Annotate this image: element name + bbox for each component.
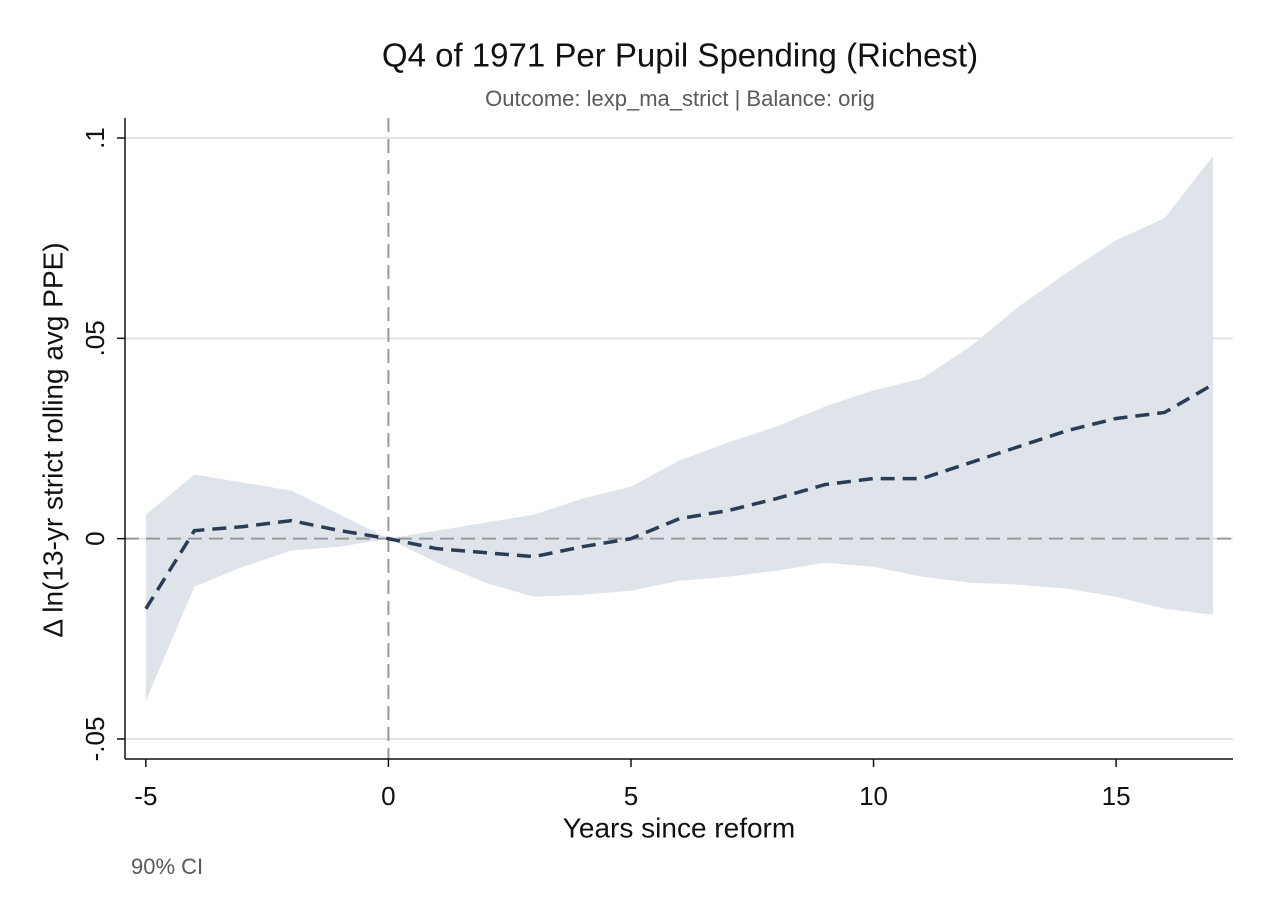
y-tick-label: -.05 <box>80 717 110 762</box>
x-tick-label: -5 <box>134 781 157 811</box>
y-axis-label: Δ ln(13-yr strict rolling avg PPE) <box>37 242 68 637</box>
x-tick-label: 0 <box>381 781 395 811</box>
chart-title: Q4 of 1971 Per Pupil Spending (Richest) <box>382 37 978 74</box>
y-tick-label: 0 <box>80 531 110 545</box>
estimate-line <box>144 382 1214 610</box>
note: 90% CI <box>131 854 203 879</box>
y-tick-label: .1 <box>80 127 110 149</box>
x-tick-label: 5 <box>624 781 638 811</box>
chart-subtitle: Outcome: lexp_ma_strict | Balance: orig <box>485 86 875 111</box>
x-tick-label: 10 <box>859 781 888 811</box>
y-tick-label: .05 <box>80 320 110 356</box>
confidence-band <box>145 156 1214 701</box>
x-tick-label: 15 <box>1102 781 1131 811</box>
x-axis-label: Years since reform <box>563 812 795 843</box>
